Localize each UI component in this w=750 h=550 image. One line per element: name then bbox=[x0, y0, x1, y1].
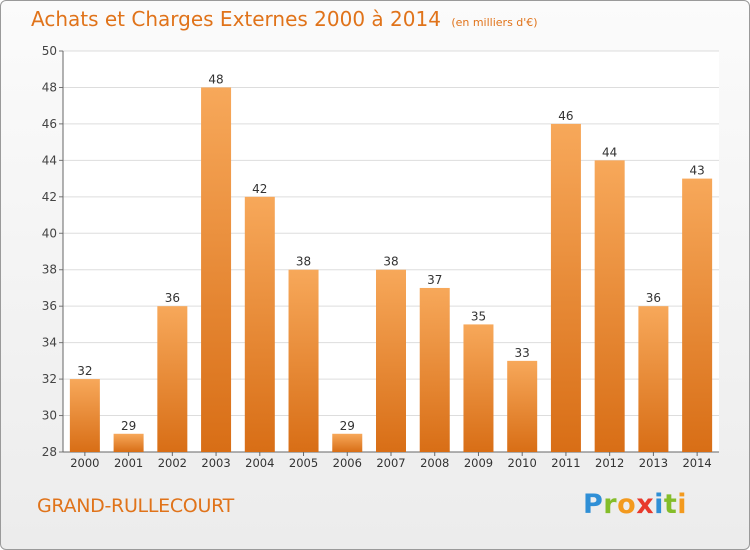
x-tick-label: 2003 bbox=[201, 456, 230, 470]
bar bbox=[376, 269, 406, 452]
y-tick-label: 40 bbox=[42, 226, 57, 240]
y-tick-label: 32 bbox=[42, 372, 57, 386]
chart-title: Achats et Charges Externes 2000 à 2014 (… bbox=[31, 7, 538, 31]
bar-value-label: 44 bbox=[602, 145, 617, 159]
bar-value-label: 35 bbox=[471, 309, 486, 323]
bar-value-label: 36 bbox=[165, 291, 180, 305]
proxiti-logo: Proxiti bbox=[583, 489, 688, 520]
y-tick-label: 44 bbox=[42, 153, 57, 167]
bar-value-label: 37 bbox=[427, 273, 442, 287]
bar bbox=[69, 379, 100, 452]
y-tick-label: 46 bbox=[42, 117, 57, 131]
y-tick-label: 50 bbox=[42, 44, 57, 58]
y-tick-label: 38 bbox=[42, 263, 57, 277]
bar-value-label: 33 bbox=[515, 346, 530, 360]
bar bbox=[201, 87, 232, 453]
x-tick-label: 2013 bbox=[639, 456, 668, 470]
chart-title-text: Achats et Charges Externes 2000 à 2014 bbox=[31, 7, 441, 31]
bar-value-label: 29 bbox=[121, 419, 136, 433]
x-tick-label: 2007 bbox=[376, 456, 405, 470]
bar bbox=[638, 306, 669, 452]
x-tick-label: 2014 bbox=[682, 456, 711, 470]
y-tick-label: 48 bbox=[42, 80, 57, 94]
x-tick-label: 2010 bbox=[508, 456, 537, 470]
bar bbox=[419, 287, 450, 452]
y-tick-label: 34 bbox=[42, 336, 57, 350]
x-tick-label: 2006 bbox=[333, 456, 362, 470]
bar bbox=[288, 269, 319, 452]
bar bbox=[682, 178, 713, 452]
bar bbox=[463, 324, 494, 452]
bar bbox=[507, 360, 538, 452]
x-tick-label: 2012 bbox=[595, 456, 624, 470]
x-tick-label: 2008 bbox=[420, 456, 449, 470]
bar bbox=[113, 433, 144, 452]
x-tick-label: 2000 bbox=[70, 456, 99, 470]
x-tick-label: 2011 bbox=[551, 456, 580, 470]
y-tick-label: 28 bbox=[42, 445, 57, 459]
bar-value-label: 29 bbox=[340, 419, 355, 433]
x-tick-label: 2002 bbox=[158, 456, 187, 470]
bar-value-label: 42 bbox=[252, 182, 267, 196]
bar-value-label: 46 bbox=[558, 109, 573, 123]
bar bbox=[550, 123, 581, 452]
chart-unit: (en milliers d'€) bbox=[451, 16, 538, 29]
x-tick-label: 2004 bbox=[245, 456, 274, 470]
bar bbox=[332, 433, 363, 452]
y-tick-label: 42 bbox=[42, 190, 57, 204]
x-tick-label: 2009 bbox=[464, 456, 493, 470]
bar-value-label: 38 bbox=[296, 255, 311, 269]
bar bbox=[157, 306, 188, 452]
bar-value-label: 36 bbox=[646, 291, 661, 305]
bar bbox=[244, 196, 275, 452]
bar-value-label: 48 bbox=[208, 72, 223, 86]
bar-value-label: 38 bbox=[383, 255, 398, 269]
y-tick-label: 36 bbox=[42, 299, 57, 313]
bar-value-label: 43 bbox=[689, 164, 704, 178]
bar bbox=[594, 160, 625, 452]
city-name: GRAND-RULLECOURT bbox=[37, 495, 234, 517]
x-tick-label: 2001 bbox=[114, 456, 143, 470]
y-tick-label: 30 bbox=[42, 409, 57, 423]
bar-value-label: 32 bbox=[77, 364, 92, 378]
x-tick-label: 2005 bbox=[289, 456, 318, 470]
